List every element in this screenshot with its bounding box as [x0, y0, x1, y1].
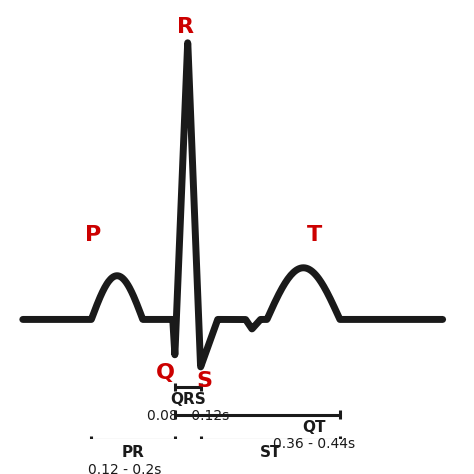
Text: P: P: [85, 226, 101, 246]
Text: ST: ST: [259, 445, 281, 460]
Text: R: R: [177, 17, 194, 37]
Text: 0.36 - 0.44s: 0.36 - 0.44s: [273, 437, 355, 451]
Text: T: T: [307, 226, 322, 246]
Text: 0.12 - 0.2s: 0.12 - 0.2s: [88, 463, 161, 474]
Text: QRS: QRS: [170, 392, 206, 407]
Text: Q: Q: [156, 363, 175, 383]
Text: PR: PR: [122, 445, 145, 460]
Text: QT: QT: [302, 419, 325, 435]
Text: 0.08 - 0.12s: 0.08 - 0.12s: [146, 409, 229, 423]
Text: S: S: [197, 371, 213, 391]
